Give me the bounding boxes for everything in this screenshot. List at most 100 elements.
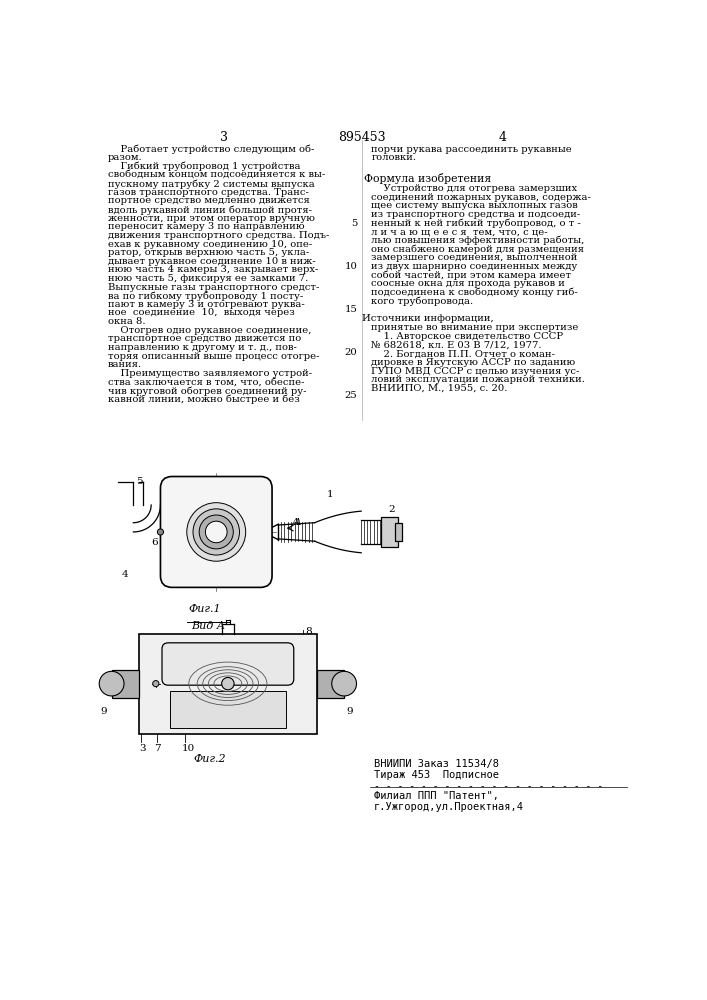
Text: 10: 10 [182, 744, 194, 753]
Text: чив круговой обогрев соединений ру-: чив круговой обогрев соединений ру- [107, 386, 306, 396]
Text: A: A [293, 518, 301, 527]
Text: переносит камеру 3 по направлению: переносит камеру 3 по направлению [107, 222, 305, 231]
Text: газов транспортного средства. Транс-: газов транспортного средства. Транс- [107, 188, 309, 197]
Text: 3: 3 [220, 131, 228, 144]
Text: 1. Авторское свидетельство СССР: 1. Авторское свидетельство СССР [371, 332, 563, 341]
Text: ГУПО МВД СССР с целью изучения ус-: ГУПО МВД СССР с целью изучения ус- [371, 367, 580, 376]
Text: г.Ужгород,ул.Проектная,4: г.Ужгород,ул.Проектная,4 [373, 802, 524, 812]
Text: движения транспортного средства. Подъ-: движения транспортного средства. Подъ- [107, 231, 329, 240]
Text: кавной линии, можно быстрее и без: кавной линии, можно быстрее и без [107, 395, 300, 404]
Text: 8: 8 [305, 627, 312, 636]
Text: Устройство для отогрева замерзших: Устройство для отогрева замерзших [371, 184, 578, 193]
Text: 3: 3 [139, 744, 146, 753]
FancyBboxPatch shape [160, 477, 272, 587]
Circle shape [222, 677, 234, 690]
FancyBboxPatch shape [162, 643, 293, 685]
Text: 20: 20 [344, 348, 357, 357]
Text: ства заключается в том, что, обеспе-: ства заключается в том, что, обеспе- [107, 377, 304, 386]
Text: ненный к ней гибкий трубопровод, о т -: ненный к ней гибкий трубопровод, о т - [371, 219, 581, 228]
Text: Выпускные газы транспортного средст-: Выпускные газы транспортного средст- [107, 283, 319, 292]
Text: 2. Богданов П.П. Отчет о коман-: 2. Богданов П.П. Отчет о коман- [371, 349, 555, 358]
Text: порчи рукава рассоединить рукавные: порчи рукава рассоединить рукавные [371, 145, 572, 154]
Text: 2: 2 [388, 505, 395, 514]
Text: - - - - - - - - - - - - - - - - - - - -: - - - - - - - - - - - - - - - - - - - - [373, 781, 602, 791]
Text: подсоединена к свободному концу гиб-: подсоединена к свободному концу гиб- [371, 288, 578, 297]
Text: ва по гибкому трубопроводу 1 посту-: ва по гибкому трубопроводу 1 посту- [107, 291, 303, 301]
Text: ное  соединение  10,  выходя через: ное соединение 10, выходя через [107, 308, 295, 317]
Circle shape [153, 681, 159, 687]
Text: Преимущество заявляемого устрой-: Преимущество заявляемого устрой- [107, 369, 312, 378]
Text: 9: 9 [101, 707, 107, 716]
Text: окна 8.: окна 8. [107, 317, 145, 326]
Text: Вид А: Вид А [192, 621, 226, 631]
Text: из двух шарнирно соединенных между: из двух шарнирно соединенных между [371, 262, 578, 271]
Text: собой частей, при этом камера имеет: собой частей, при этом камера имеет [371, 270, 571, 280]
Text: замерзшего соединения, выполченной: замерзшего соединения, выполченной [371, 253, 578, 262]
Text: свободным концом подсоединяется к вы-: свободным концом подсоединяется к вы- [107, 171, 325, 180]
Text: ВНИИПО, М., 1955, с. 20.: ВНИИПО, М., 1955, с. 20. [371, 384, 508, 393]
Text: 9: 9 [346, 707, 353, 716]
Circle shape [158, 529, 163, 535]
Text: Фиг.2: Фиг.2 [193, 754, 226, 764]
Circle shape [199, 515, 233, 549]
Bar [380, 517, 397, 547]
Text: лью повышения эффективности работы,: лью повышения эффективности работы, [371, 236, 585, 245]
Text: A: A [291, 518, 299, 527]
Text: 6: 6 [151, 538, 158, 547]
Circle shape [99, 671, 124, 696]
Text: ратор, открыв верхнюю часть 5, укла-: ратор, открыв верхнюю часть 5, укла- [107, 248, 309, 257]
Text: нюю часть 4 камеры 3, закрывает верх-: нюю часть 4 камеры 3, закрывает верх- [107, 265, 318, 274]
Text: женности, при этом оператор вручную: женности, при этом оператор вручную [107, 214, 315, 223]
Text: 5: 5 [351, 219, 357, 228]
Text: Работает устройство следующим об-: Работает устройство следующим об- [107, 145, 314, 154]
Circle shape [206, 521, 227, 543]
Text: Источники информации,: Источники информации, [362, 314, 493, 323]
Text: 895453: 895453 [338, 131, 386, 144]
Text: Тираж 453  Подписное: Тираж 453 Подписное [373, 770, 498, 780]
Text: нюю часть 5, фиксируя ее замками 7.: нюю часть 5, фиксируя ее замками 7. [107, 274, 308, 283]
Text: Формула изобретения: Формула изобретения [364, 173, 491, 184]
Text: вдоль рукавной линии большой протя-: вдоль рукавной линии большой протя- [107, 205, 312, 215]
Text: 7: 7 [154, 744, 161, 753]
Circle shape [332, 671, 356, 696]
Text: направлению к другому и т. д., пов-: направлению к другому и т. д., пов- [107, 343, 297, 352]
Text: № 682618, кл. Е 03 В 7/12, 1977.: № 682618, кл. Е 03 В 7/12, 1977. [371, 341, 542, 350]
Text: 10: 10 [344, 262, 357, 271]
Bar [139, 634, 317, 734]
Text: торяя описанный выше процесс отогре-: торяя описанный выше процесс отогре- [107, 352, 320, 361]
Text: 4: 4 [499, 131, 507, 144]
Text: транспортное средство движется по: транспортное средство движется по [107, 334, 301, 343]
Text: ВНИИПИ Заказ 11534/8: ВНИИПИ Заказ 11534/8 [373, 759, 498, 769]
Text: дировке в Якутскую АССР по заданию: дировке в Якутскую АССР по заданию [371, 358, 575, 367]
Text: оно снабжено камерой для размещения: оно снабжено камерой для размещения [371, 245, 584, 254]
Text: Гибкий трубопровод 1 устройства: Гибкий трубопровод 1 устройства [107, 162, 300, 171]
Bar [395, 523, 402, 541]
Text: 5: 5 [136, 477, 142, 486]
Circle shape [187, 503, 246, 561]
Text: разом.: разом. [107, 153, 142, 162]
Text: ехав к рукавному соединению 10, опе-: ехав к рукавному соединению 10, опе- [107, 240, 312, 249]
Text: ловий эксплуатации пожарной техники.: ловий эксплуатации пожарной техники. [371, 375, 585, 384]
Text: 25: 25 [344, 391, 357, 400]
Text: л и ч а ю щ е е с я  тем, что, с це-: л и ч а ю щ е е с я тем, что, с це- [371, 227, 548, 236]
Text: дывает рукавное соединение 10 в ниж-: дывает рукавное соединение 10 в ниж- [107, 257, 315, 266]
Text: 15: 15 [344, 305, 357, 314]
Text: 1: 1 [327, 490, 333, 499]
Text: вания.: вания. [107, 360, 142, 369]
Circle shape [193, 509, 240, 555]
Text: портное средство медленно движется: портное средство медленно движется [107, 196, 310, 205]
Text: соединений пожарных рукавов, содержа-: соединений пожарных рукавов, содержа- [371, 193, 591, 202]
Text: соосные окна для прохода рукавов и: соосные окна для прохода рукавов и [371, 279, 565, 288]
Bar [112, 670, 139, 698]
Text: принятые во внимание при экспертизе: принятые во внимание при экспертизе [371, 323, 578, 332]
Text: Филиал ППП "Патент",: Филиал ППП "Патент", [373, 791, 498, 801]
Text: пускному патрубку 2 системы выпуска: пускному патрубку 2 системы выпуска [107, 179, 315, 189]
Bar [317, 670, 344, 698]
Text: кого трубопровода.: кого трубопровода. [371, 296, 474, 306]
Text: из транспортного средства и подсоеди-: из транспортного средства и подсоеди- [371, 210, 580, 219]
Bar [170, 691, 286, 728]
Text: головки.: головки. [371, 153, 416, 162]
Text: Фиг.1: Фиг.1 [188, 604, 221, 614]
Text: Отогрев одно рукавное соединение,: Отогрев одно рукавное соединение, [107, 326, 311, 335]
Text: 4: 4 [122, 570, 129, 579]
